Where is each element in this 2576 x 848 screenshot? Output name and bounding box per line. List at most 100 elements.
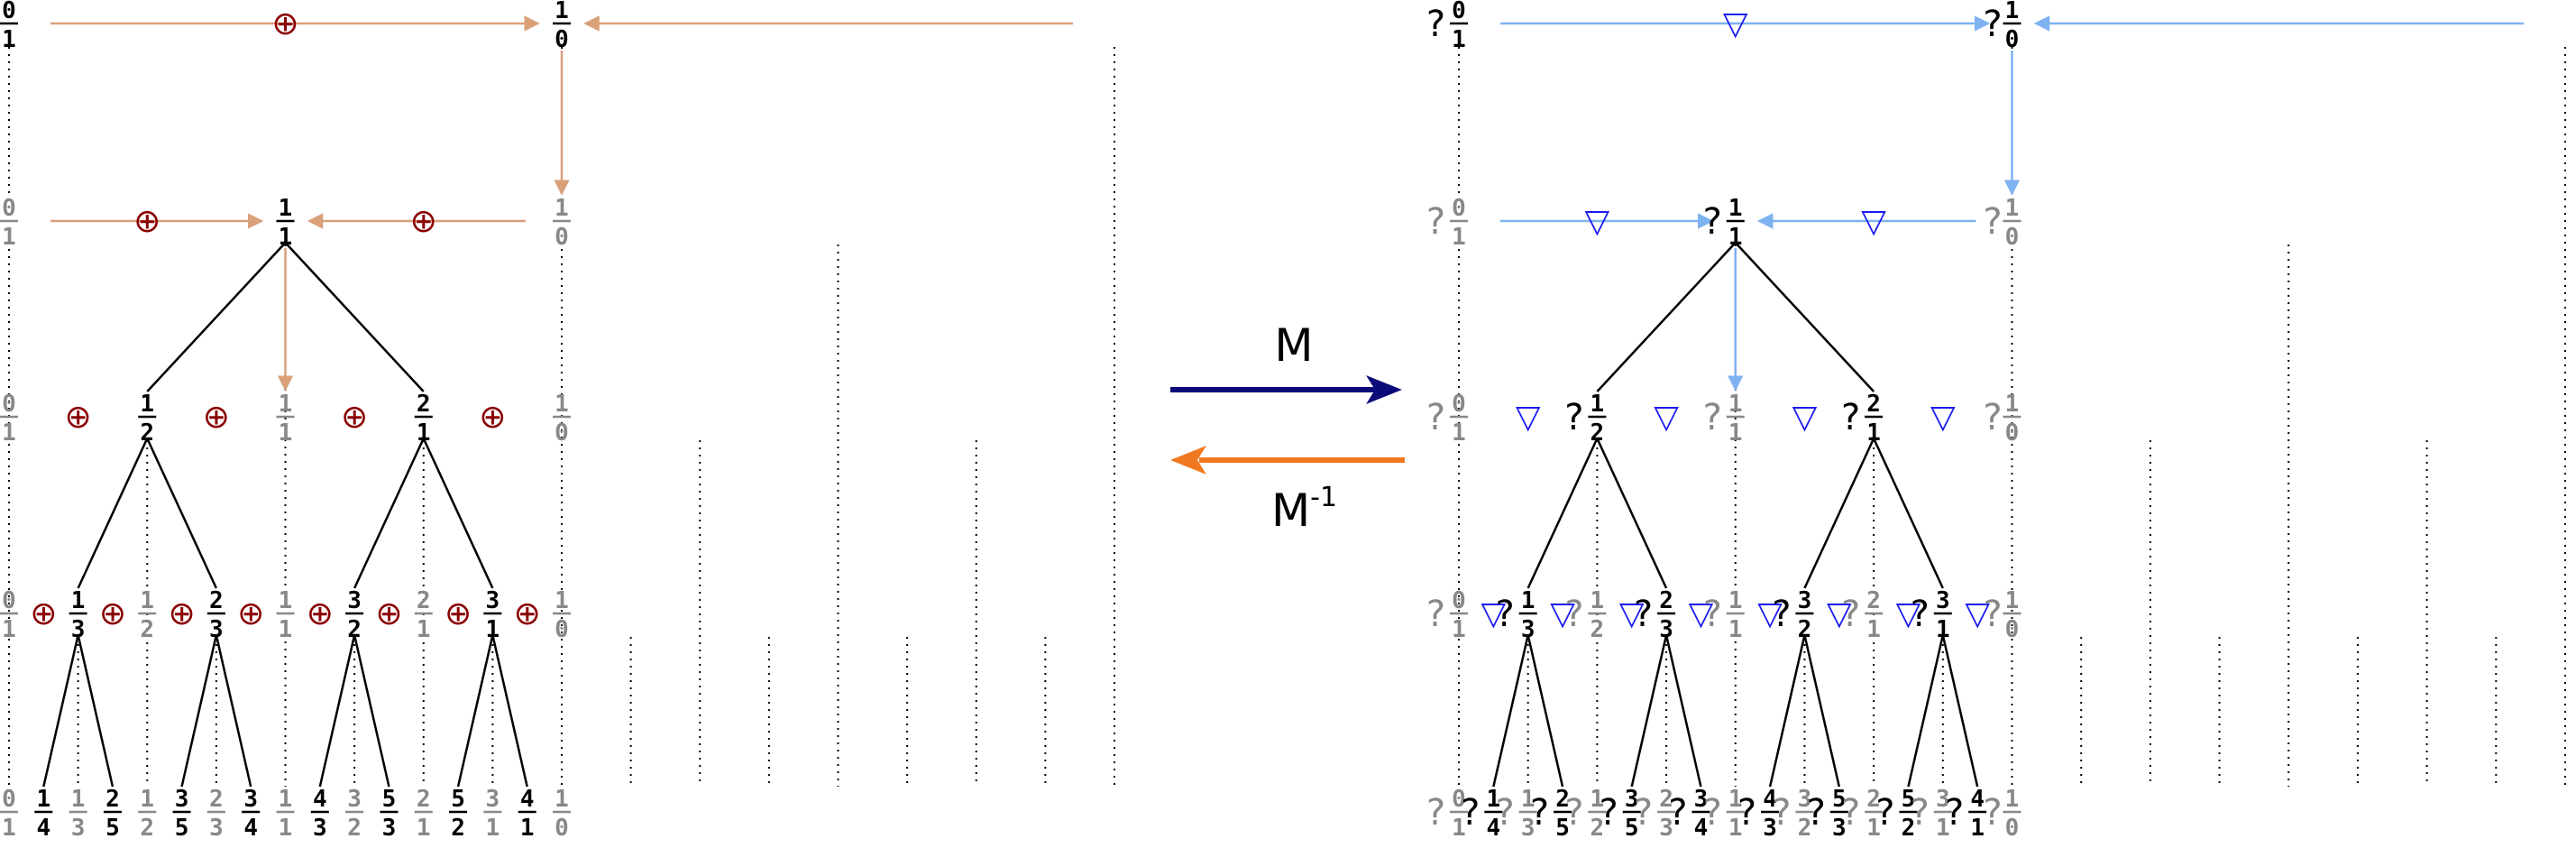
fraction-denominator: 5	[1625, 815, 1639, 842]
unknown-marker: ?	[1528, 792, 1550, 834]
left-tree-edge	[77, 634, 115, 788]
fraction-numerator: 2	[1555, 786, 1570, 813]
unknown-marker: ?	[1981, 397, 2003, 438]
right-tree-edge	[1596, 242, 1737, 392]
fraction-numerator: 2	[209, 786, 224, 813]
left-fraction-node: 32	[345, 786, 364, 842]
fraction-denominator: 1	[2, 26, 16, 53]
fraction-denominator: 0	[555, 419, 569, 447]
fraction-numerator: 5	[451, 786, 465, 813]
fraction-numerator: 1	[140, 391, 154, 418]
right-fraction-node: 10?	[1981, 391, 2021, 447]
left-fraction-node: 43	[310, 786, 329, 842]
fraction-denominator: 1	[2, 419, 16, 447]
right-fraction-node: 01?	[1425, 786, 1468, 842]
right-fraction-node: 21?	[1839, 391, 1884, 447]
fraction-numerator: 1	[140, 587, 154, 614]
fraction-numerator: 1	[1728, 391, 1743, 418]
fraction-denominator: 0	[2005, 26, 2020, 53]
fraction-numerator: 0	[1452, 195, 1466, 222]
left-fraction-node: 31	[483, 786, 502, 842]
right-fraction-node: 12?	[1563, 587, 1607, 643]
right-fraction-node: 11?	[1701, 391, 1745, 447]
left-circled-plus-icon: ⊕	[30, 595, 57, 632]
right-down-triangle-icon: ▽	[1965, 595, 1990, 632]
right-tree-edge	[1734, 242, 1875, 392]
right-fraction-node: 13?	[1494, 786, 1537, 842]
left-fraction-node: 13	[69, 786, 87, 842]
right-fraction-node: 01?	[1425, 0, 1468, 53]
fraction-numerator: 4	[1763, 786, 1777, 813]
right-fraction-node: 53?	[1805, 786, 1848, 842]
right-fraction-node: 11?	[1701, 587, 1745, 643]
fraction-denominator: 1	[1452, 419, 1466, 447]
right-fraction-node: 31?	[1909, 786, 1952, 842]
fraction-numerator: 5	[1902, 786, 1916, 813]
right-fraction-node: 32?	[1770, 587, 1814, 643]
right-fraction-node: 23?	[1632, 786, 1676, 842]
fraction-numerator: 3	[1798, 587, 1812, 614]
fraction-denominator: 3	[1763, 815, 1777, 842]
fraction-numerator: 1	[2005, 0, 2020, 24]
fraction-denominator: 2	[451, 815, 465, 842]
right-tree-edge	[1941, 634, 1979, 788]
tree-edges	[42, 242, 1979, 788]
fraction-numerator: 1	[555, 195, 569, 222]
fraction-numerator: 3	[486, 786, 500, 813]
left-fraction-node: 52	[449, 786, 468, 842]
left-circled-plus-icon: ⊕	[168, 595, 195, 632]
fraction-denominator: 3	[1521, 616, 1536, 643]
fraction-denominator: 1	[520, 815, 535, 842]
left-fraction-node: 10	[553, 195, 571, 251]
fraction-denominator: 0	[2005, 815, 2020, 842]
fraction-numerator: 1	[1591, 587, 1605, 614]
right-fraction-node: 52?	[1874, 786, 1918, 842]
fraction-denominator: 1	[417, 815, 431, 842]
fraction-denominator: 3	[313, 815, 327, 842]
unknown-marker: ?	[1770, 594, 1792, 635]
left-fraction-node: 01	[0, 587, 18, 643]
fraction-denominator: 2	[140, 815, 154, 842]
left-tree-edge	[180, 634, 218, 788]
left-tree-edge	[456, 634, 494, 788]
right-down-triangle-icon: ▽	[1654, 399, 1679, 436]
left-tree-edge	[77, 438, 149, 589]
left-fraction-node: 14	[34, 786, 53, 842]
fraction-numerator: 4	[1970, 786, 1985, 813]
left-fraction-node: 11	[276, 587, 295, 643]
right-tree-edge	[1768, 634, 1806, 788]
unknown-marker: ?	[1981, 792, 2003, 834]
left-fraction-node: 10	[553, 786, 571, 842]
left-fraction-node: 10	[553, 391, 571, 447]
fraction-numerator: 0	[1452, 587, 1466, 614]
fraction-denominator: 1	[279, 815, 293, 842]
right-down-triangle-icon: ▽	[1619, 595, 1645, 632]
right-down-triangle-icon: ▽	[1516, 399, 1541, 436]
left-circled-plus-icon: ⊕	[375, 595, 402, 632]
fraction-numerator: 1	[71, 786, 86, 813]
fraction-denominator: 1	[1452, 616, 1466, 643]
fraction-numerator: 1	[1487, 786, 1501, 813]
fraction-numerator: 5	[382, 786, 397, 813]
left-circled-plus-icon: ⊕	[410, 203, 437, 240]
left-fraction-node: 21	[414, 587, 433, 643]
left-circled-plus-icon: ⊕	[307, 595, 334, 632]
fraction-numerator: 1	[1728, 587, 1743, 614]
right-fraction-node: 10?	[1981, 587, 2021, 643]
fraction-numerator: 1	[279, 786, 293, 813]
fraction-numerator: 1	[1591, 391, 1605, 418]
right-down-triangle-icon: ▽	[1481, 595, 1507, 632]
fraction-numerator: 1	[279, 391, 293, 418]
unknown-marker: ?	[1598, 792, 1619, 834]
fraction-denominator: 2	[1591, 419, 1605, 447]
fraction-denominator: 0	[555, 616, 569, 643]
fraction-denominator: 1	[1452, 26, 1466, 53]
unknown-marker: ?	[1632, 594, 1654, 635]
left-fraction-node: 41	[518, 786, 536, 842]
fraction-denominator: 1	[1866, 419, 1881, 447]
right-fraction-node: 01?	[1425, 391, 1468, 447]
right-fraction-node: 10?	[1981, 0, 2021, 53]
unknown-marker: ?	[1563, 397, 1584, 438]
